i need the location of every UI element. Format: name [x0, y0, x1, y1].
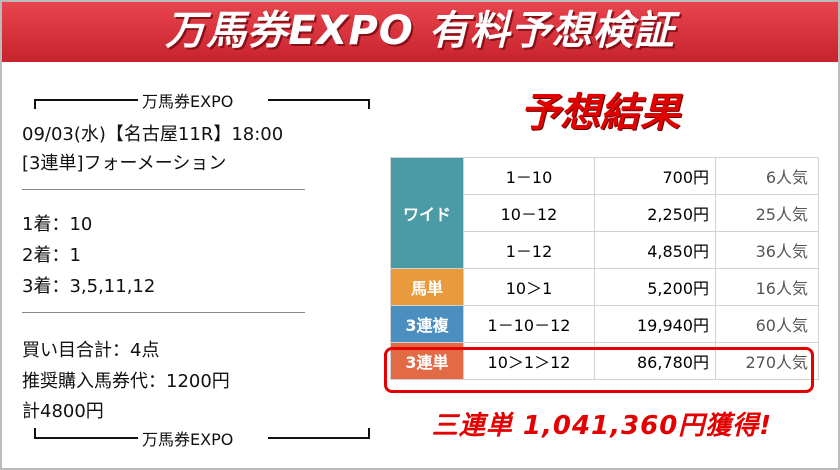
payout-cell: 5,200円 — [594, 268, 716, 306]
bet-category: ワイド — [390, 157, 464, 269]
banner: 万馬券EXPO 有料予想検証 — [0, 0, 840, 62]
ticket-brand-bottom: 万馬券EXPO — [140, 426, 236, 450]
bracket-left — [34, 99, 36, 109]
rule-left — [34, 99, 138, 101]
rule-right — [268, 99, 370, 101]
rule-right — [268, 437, 370, 439]
result-table: ワイド 1－10 700円 6人気 10－12 2,250円 25人気 1－12 4,850円 3… — [390, 157, 819, 380]
table-row: 10－12 2,250円 25人気 — [391, 194, 819, 232]
combo-cell: 10－12 — [463, 194, 595, 232]
sanrentan-highlight — [384, 347, 814, 393]
popularity-cell: 6人気 — [715, 157, 819, 195]
payout-cell: 700円 — [594, 157, 716, 195]
divider-1 — [22, 189, 305, 190]
bet-category: 3連複 — [390, 305, 464, 343]
jackpot-text: 三連単 1,041,360円獲得! — [431, 411, 773, 441]
payout-cell: 2,250円 — [594, 194, 716, 232]
payout-cell: 4,850円 — [594, 231, 716, 269]
popularity-cell: 60人気 — [715, 305, 819, 343]
divider-2 — [22, 312, 305, 313]
ticket-header-bar: 万馬券EXPO — [34, 88, 370, 112]
popularity-cell: 25人気 — [715, 194, 819, 232]
race-line: 09/03(水)【名古屋11R】18:00 — [22, 124, 284, 145]
bracket-right — [368, 428, 370, 438]
banner-title: 万馬券EXPO 有料予想検証 — [165, 8, 675, 54]
result-title: 予想結果 — [520, 90, 680, 136]
table-row: 3連複 1－10－12 19,940円 60人気 — [390, 305, 819, 343]
combo-cell: 10＞1 — [463, 268, 595, 306]
place-3: 3着：3,5,11,12 — [22, 276, 156, 297]
bracket-left — [34, 428, 36, 438]
bet-category: 馬単 — [390, 268, 464, 306]
bracket-right — [368, 99, 370, 109]
combo-cell: 1－10－12 — [463, 305, 595, 343]
table-row: 1－12 4,850円 36人気 — [391, 231, 819, 269]
popularity-cell: 36人気 — [715, 231, 819, 269]
combo-cell: 1－12 — [463, 231, 595, 269]
combo-cell: 1－10 — [463, 157, 595, 195]
ticket-footer-bar: 万馬券EXPO — [34, 426, 370, 450]
table-row: 馬単 10＞1 5,200円 16人気 — [390, 268, 819, 306]
popularity-cell: 16人気 — [715, 268, 819, 306]
total-points: 買い目合計：4点 — [22, 340, 160, 361]
table-row: ワイド 1－10 700円 6人気 — [390, 157, 819, 269]
rule-left — [34, 437, 138, 439]
total-cost: 計4800円 — [22, 401, 104, 422]
payout-cell: 19,940円 — [594, 305, 716, 343]
place-2: 2着：1 — [22, 245, 81, 266]
place-1: 1着：10 — [22, 214, 93, 235]
bet-type: [3連単]フォーメーション — [22, 153, 227, 174]
ticket-brand-top: 万馬券EXPO — [140, 88, 236, 112]
unit-cost: 推奨購入馬券代：1200円 — [22, 371, 230, 392]
